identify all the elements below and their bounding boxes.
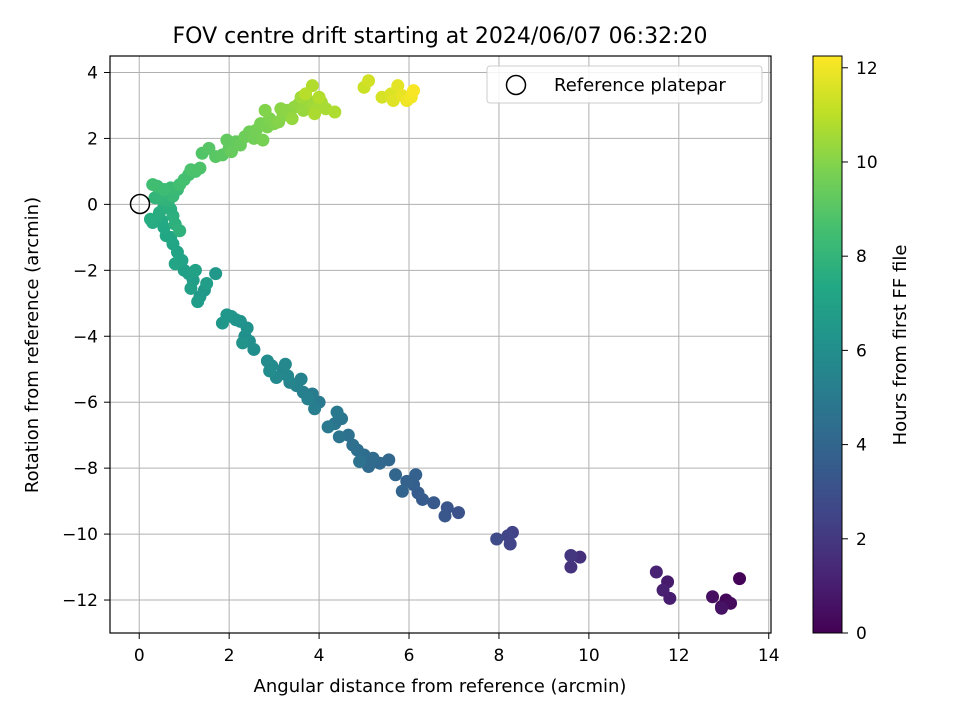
- x-tick-label: 8: [494, 646, 505, 666]
- data-point: [193, 161, 207, 175]
- data-point: [330, 405, 344, 419]
- data-point: [362, 74, 376, 88]
- x-tick-label: 10: [578, 646, 600, 666]
- data-point: [177, 263, 191, 277]
- data-point: [200, 277, 214, 291]
- data-point: [191, 295, 205, 309]
- y-axis-label: Rotation from reference (arcmin): [22, 197, 43, 493]
- colorbar: [812, 55, 843, 634]
- x-tick-label: 2: [224, 646, 235, 666]
- legend-label: Reference platepar: [554, 75, 726, 96]
- y-tick-label: −10: [62, 525, 98, 545]
- data-point: [308, 107, 322, 121]
- data-point: [143, 212, 157, 226]
- plot-frame: [109, 55, 772, 634]
- data-point: [328, 105, 342, 119]
- grid: [110, 56, 771, 633]
- data-point: [215, 316, 229, 330]
- data-point: [451, 506, 465, 520]
- data-points: [143, 74, 747, 615]
- data-point: [224, 145, 238, 159]
- data-point: [285, 112, 299, 126]
- x-tick-label: 0: [134, 646, 145, 666]
- y-tick-label: −8: [73, 459, 98, 479]
- data-point: [184, 281, 198, 295]
- data-point: [395, 484, 409, 498]
- data-point: [715, 601, 729, 615]
- reference-marker: [129, 193, 151, 215]
- data-point: [301, 392, 315, 406]
- colorbar-tick-label: 10: [856, 153, 878, 173]
- data-point: [564, 549, 578, 563]
- x-axis-label: Angular distance from reference (arcmin): [254, 676, 627, 697]
- data-point: [649, 565, 663, 579]
- y-tick-label: −12: [62, 591, 98, 611]
- y-tick-label: 0: [87, 195, 98, 215]
- colorbar-tick-label: 0: [856, 624, 867, 644]
- y-tick-label: −4: [73, 327, 98, 347]
- data-point: [236, 336, 250, 350]
- data-point: [501, 529, 515, 543]
- x-tick-label: 6: [404, 646, 415, 666]
- data-point: [278, 357, 292, 371]
- data-point: [427, 496, 441, 510]
- data-point: [281, 369, 295, 383]
- legend-box: [486, 65, 763, 104]
- colorbar-tick-label: 8: [856, 247, 867, 267]
- data-point: [438, 509, 452, 523]
- data-point: [391, 79, 405, 93]
- data-point: [299, 87, 313, 101]
- colorbar-tick-label: 6: [856, 341, 867, 361]
- data-point: [263, 364, 277, 378]
- legend-marker: [505, 74, 527, 96]
- data-point: [209, 267, 223, 281]
- data-point: [260, 354, 274, 368]
- x-tick-label: 12: [668, 646, 690, 666]
- colorbar-label: Hours from first FF file: [890, 245, 911, 446]
- colorbar-tick-label: 12: [856, 59, 878, 79]
- chart-title: FOV centre drift starting at 2024/06/07 …: [173, 24, 708, 49]
- data-point: [294, 372, 308, 386]
- y-axis-ticks: −12 −10 −8 −6 −4 −2 0 2 4: [62, 63, 110, 611]
- y-tick-label: 2: [87, 129, 98, 149]
- y-tick-label: −6: [73, 393, 98, 413]
- data-point: [188, 263, 202, 277]
- data-point: [258, 103, 272, 117]
- data-point: [346, 438, 360, 452]
- data-point: [400, 474, 414, 488]
- data-point: [407, 84, 421, 98]
- colorbar-tick-label: 4: [856, 436, 867, 456]
- data-point: [490, 532, 504, 546]
- data-point: [332, 430, 346, 444]
- data-point: [706, 590, 720, 604]
- legend: Reference platepar: [486, 65, 763, 104]
- data-point: [733, 572, 747, 586]
- data-point: [256, 133, 270, 147]
- y-tick-label: 4: [87, 63, 98, 83]
- data-point: [312, 90, 326, 104]
- colorbar-ticks: 0 2 4 6 8 10 12: [842, 59, 878, 644]
- x-axis-ticks: 0 2 4 6 8 10 12 14: [134, 633, 780, 666]
- data-point: [656, 583, 670, 597]
- data-point: [353, 455, 367, 469]
- x-tick-label: 4: [314, 646, 325, 666]
- data-point: [308, 402, 322, 416]
- x-tick-label: 14: [758, 646, 780, 666]
- data-point: [389, 468, 403, 482]
- data-point: [409, 468, 423, 482]
- data-point: [146, 178, 160, 192]
- data-point: [564, 560, 578, 574]
- y-tick-label: −2: [73, 261, 98, 281]
- data-point: [321, 420, 335, 434]
- colorbar-tick-label: 2: [856, 530, 867, 550]
- data-point: [173, 224, 187, 238]
- data-point: [168, 257, 182, 271]
